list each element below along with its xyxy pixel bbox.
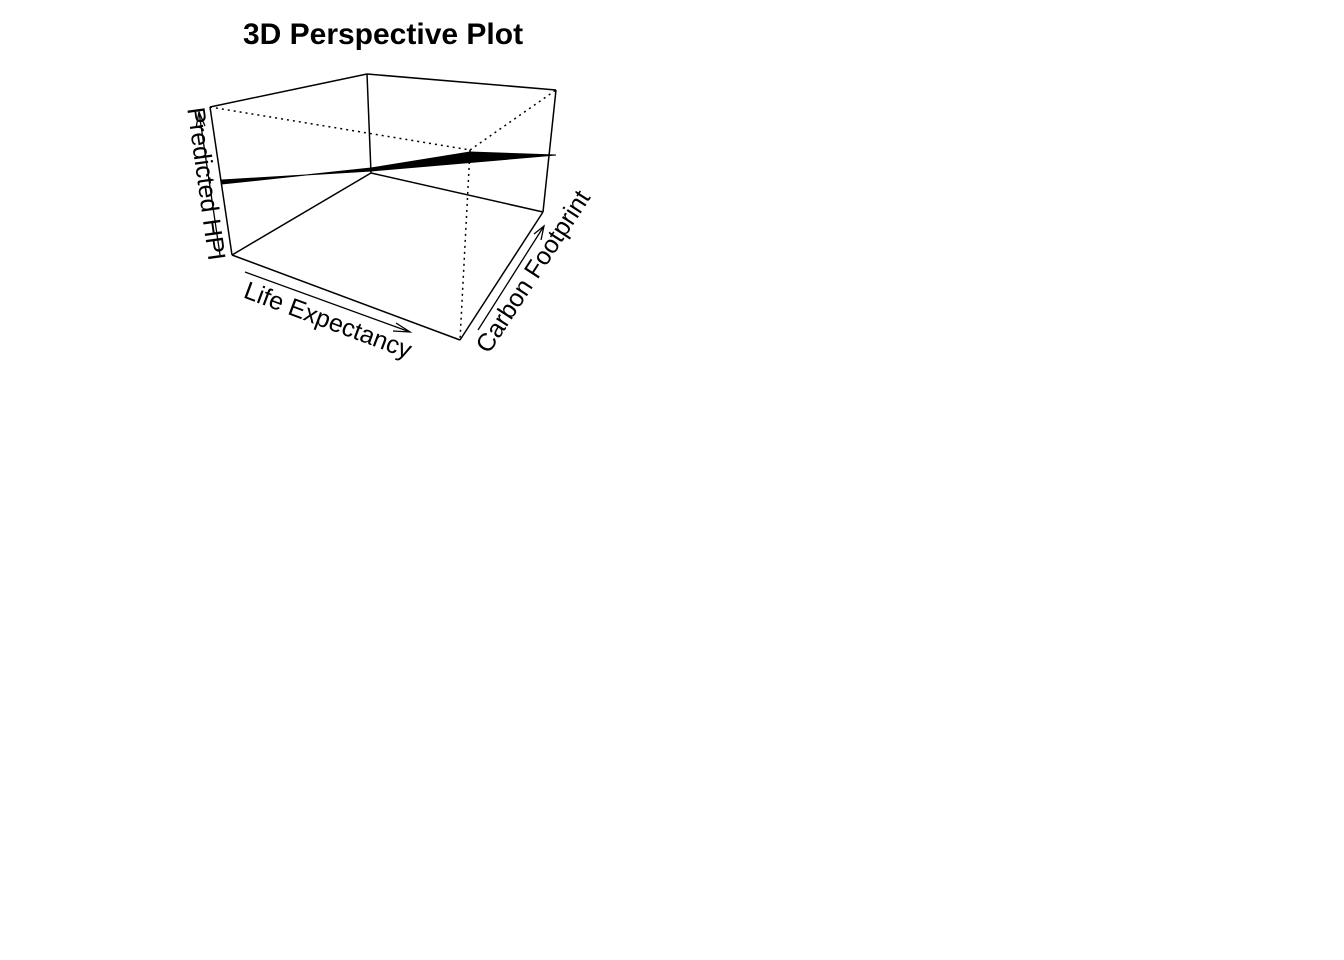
box-edge-hidden-vertical [459, 149, 471, 341]
box-edge-left-vertical [209, 106, 233, 256]
x-axis-arrowhead [392, 322, 413, 333]
y-axis-arrow [477, 225, 545, 331]
y-axis-arrowhead [533, 224, 546, 241]
box-edge-bottom-back-right [370, 172, 544, 213]
surface-plane [221, 151, 557, 185]
box-edge-right-vertical [542, 89, 557, 213]
bounding-box [209, 73, 557, 341]
box-edge-bottom-front-right [459, 211, 544, 341]
x-axis-label: Life Expectancy [240, 276, 416, 364]
box-edge-hidden-top-right [469, 89, 557, 151]
axis-arrows [195, 109, 546, 333]
box-edge-center-vertical [366, 73, 372, 174]
box-edge-top-left [209, 73, 368, 108]
box-edge-hidden-top-back [209, 106, 471, 151]
x-axis-arrow [244, 271, 411, 333]
z-axis-arrowhead [195, 109, 206, 129]
box-edge-bottom-back-left [231, 172, 372, 256]
chart-title: 3D Perspective Plot [243, 18, 523, 51]
z-axis-arrow [198, 111, 221, 256]
y-axis-label: Carbon Footprint [470, 185, 596, 358]
box-edge-top-right [366, 73, 557, 91]
box-edge-bottom-front-left [231, 254, 461, 341]
